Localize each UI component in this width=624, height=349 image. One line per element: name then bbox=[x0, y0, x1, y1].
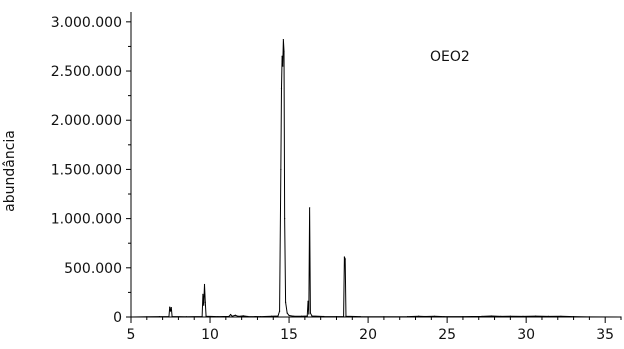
x-tick-label: 20 bbox=[359, 327, 377, 343]
data-point bbox=[284, 301, 287, 303]
data-point bbox=[242, 315, 244, 317]
data-point bbox=[201, 315, 203, 318]
data-point bbox=[490, 315, 492, 317]
data-point bbox=[171, 315, 173, 318]
data-point bbox=[343, 315, 345, 318]
series-group bbox=[130, 38, 622, 318]
data-point bbox=[202, 293, 204, 295]
data-point bbox=[271, 315, 273, 317]
y-tick-label: 500.000 bbox=[64, 261, 122, 277]
data-point bbox=[203, 283, 206, 286]
data-point bbox=[288, 314, 290, 317]
data-point bbox=[286, 312, 288, 314]
data-point bbox=[509, 315, 511, 317]
y-tick-label: 1.000.000 bbox=[51, 212, 122, 228]
data-point bbox=[229, 313, 232, 316]
data-point bbox=[383, 316, 385, 318]
data-point bbox=[308, 313, 310, 315]
x-tick-label: 15 bbox=[280, 327, 298, 343]
series-annotation: OEO2 bbox=[430, 49, 470, 65]
data-point bbox=[203, 304, 205, 306]
data-point bbox=[283, 50, 285, 52]
data-point bbox=[281, 55, 283, 57]
data-point bbox=[247, 315, 249, 318]
data-point bbox=[231, 315, 233, 317]
x-axis: 5 10 15 20 25 30 35 bbox=[127, 316, 622, 343]
data-point bbox=[309, 207, 311, 209]
data-point bbox=[359, 316, 361, 318]
data-point bbox=[462, 316, 464, 318]
data-point bbox=[418, 315, 420, 317]
data-point bbox=[547, 315, 549, 318]
series-line bbox=[130, 39, 622, 318]
data-point bbox=[282, 38, 284, 41]
x-tick-label: 10 bbox=[201, 327, 219, 343]
data-point bbox=[407, 316, 409, 318]
data-point bbox=[168, 315, 170, 318]
data-point bbox=[217, 316, 219, 318]
data-point bbox=[169, 310, 172, 312]
x-tick-label: 30 bbox=[517, 327, 535, 343]
data-point bbox=[237, 315, 240, 318]
data-point bbox=[344, 258, 346, 260]
data-point bbox=[204, 301, 206, 303]
data-point bbox=[234, 314, 236, 316]
x-tick-label: 25 bbox=[438, 327, 456, 343]
y-tick-label: 0 bbox=[113, 310, 122, 326]
data-point bbox=[307, 300, 309, 302]
data-point bbox=[588, 316, 590, 318]
data-point bbox=[560, 315, 562, 317]
data-point bbox=[481, 315, 483, 318]
y-tick-label: 1.500.000 bbox=[51, 162, 122, 178]
data-point bbox=[170, 307, 172, 309]
data-point bbox=[345, 315, 347, 317]
data-point bbox=[280, 88, 283, 90]
y-axis: 0 500.000 1.000.000 1.500.000 2.000.000 2.500… bbox=[51, 12, 132, 326]
data-point bbox=[323, 315, 325, 318]
x-tick-label: 35 bbox=[596, 327, 614, 343]
data-point bbox=[185, 316, 187, 318]
data-point bbox=[620, 316, 622, 318]
data-point bbox=[343, 256, 345, 258]
data-point bbox=[306, 315, 308, 317]
data-point bbox=[260, 316, 262, 318]
data-point bbox=[158, 316, 161, 318]
data-point bbox=[277, 315, 279, 317]
data-point bbox=[146, 316, 148, 318]
data-point bbox=[278, 310, 281, 312]
y-tick-label: 2.000.000 bbox=[51, 113, 122, 129]
data-point bbox=[301, 315, 303, 317]
data-point bbox=[309, 312, 311, 314]
data-point bbox=[572, 316, 575, 318]
x-tick-label: 5 bbox=[127, 327, 136, 343]
data-point bbox=[130, 316, 132, 318]
data-point bbox=[535, 315, 537, 317]
data-point bbox=[293, 315, 295, 317]
data-point bbox=[500, 315, 502, 318]
y-axis-title: abundância bbox=[2, 130, 18, 212]
data-point bbox=[311, 315, 313, 317]
data-point bbox=[335, 316, 338, 318]
data-point bbox=[169, 306, 171, 308]
data-point bbox=[443, 316, 445, 318]
data-point bbox=[522, 315, 524, 318]
y-tick-label: 2.500.000 bbox=[51, 64, 122, 80]
data-point bbox=[433, 315, 436, 317]
y-tick-label: 3.000.000 bbox=[51, 15, 122, 31]
data-point bbox=[284, 218, 286, 220]
data-point bbox=[424, 315, 426, 318]
data-point bbox=[282, 65, 284, 67]
data-point bbox=[205, 315, 207, 317]
data-point bbox=[280, 168, 282, 171]
data-point bbox=[228, 315, 230, 318]
